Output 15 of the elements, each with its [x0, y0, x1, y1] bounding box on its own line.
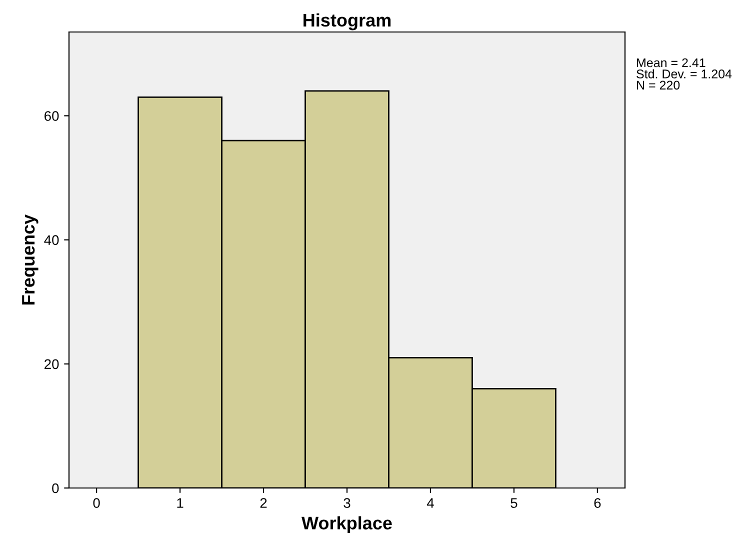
chart-title: Histogram — [304, 13, 391, 30]
text: Mean = 2.41 Std. Dev. = 1.204 N = 220 — [636, 58, 732, 90]
x-tick-label: 3 — [344, 498, 350, 508]
x-tick-label: 0 — [93, 498, 100, 508]
y-tick-label: 60 — [44, 111, 59, 121]
y-tick-label: 0 — [52, 483, 59, 494]
x-tick-label: 4 — [426, 498, 434, 508]
x-tick-label: 5 — [510, 498, 518, 508]
x-axis-title: Workplace — [302, 516, 392, 534]
y-tick-label: 40 — [44, 235, 59, 246]
x-tick-label: 6 — [594, 498, 601, 508]
x-tick-label: 1 — [177, 498, 184, 508]
x-tick-label: 2 — [260, 498, 267, 508]
y-tick-label: 20 — [44, 359, 59, 370]
y-axis-title: Frequency — [22, 214, 38, 304]
